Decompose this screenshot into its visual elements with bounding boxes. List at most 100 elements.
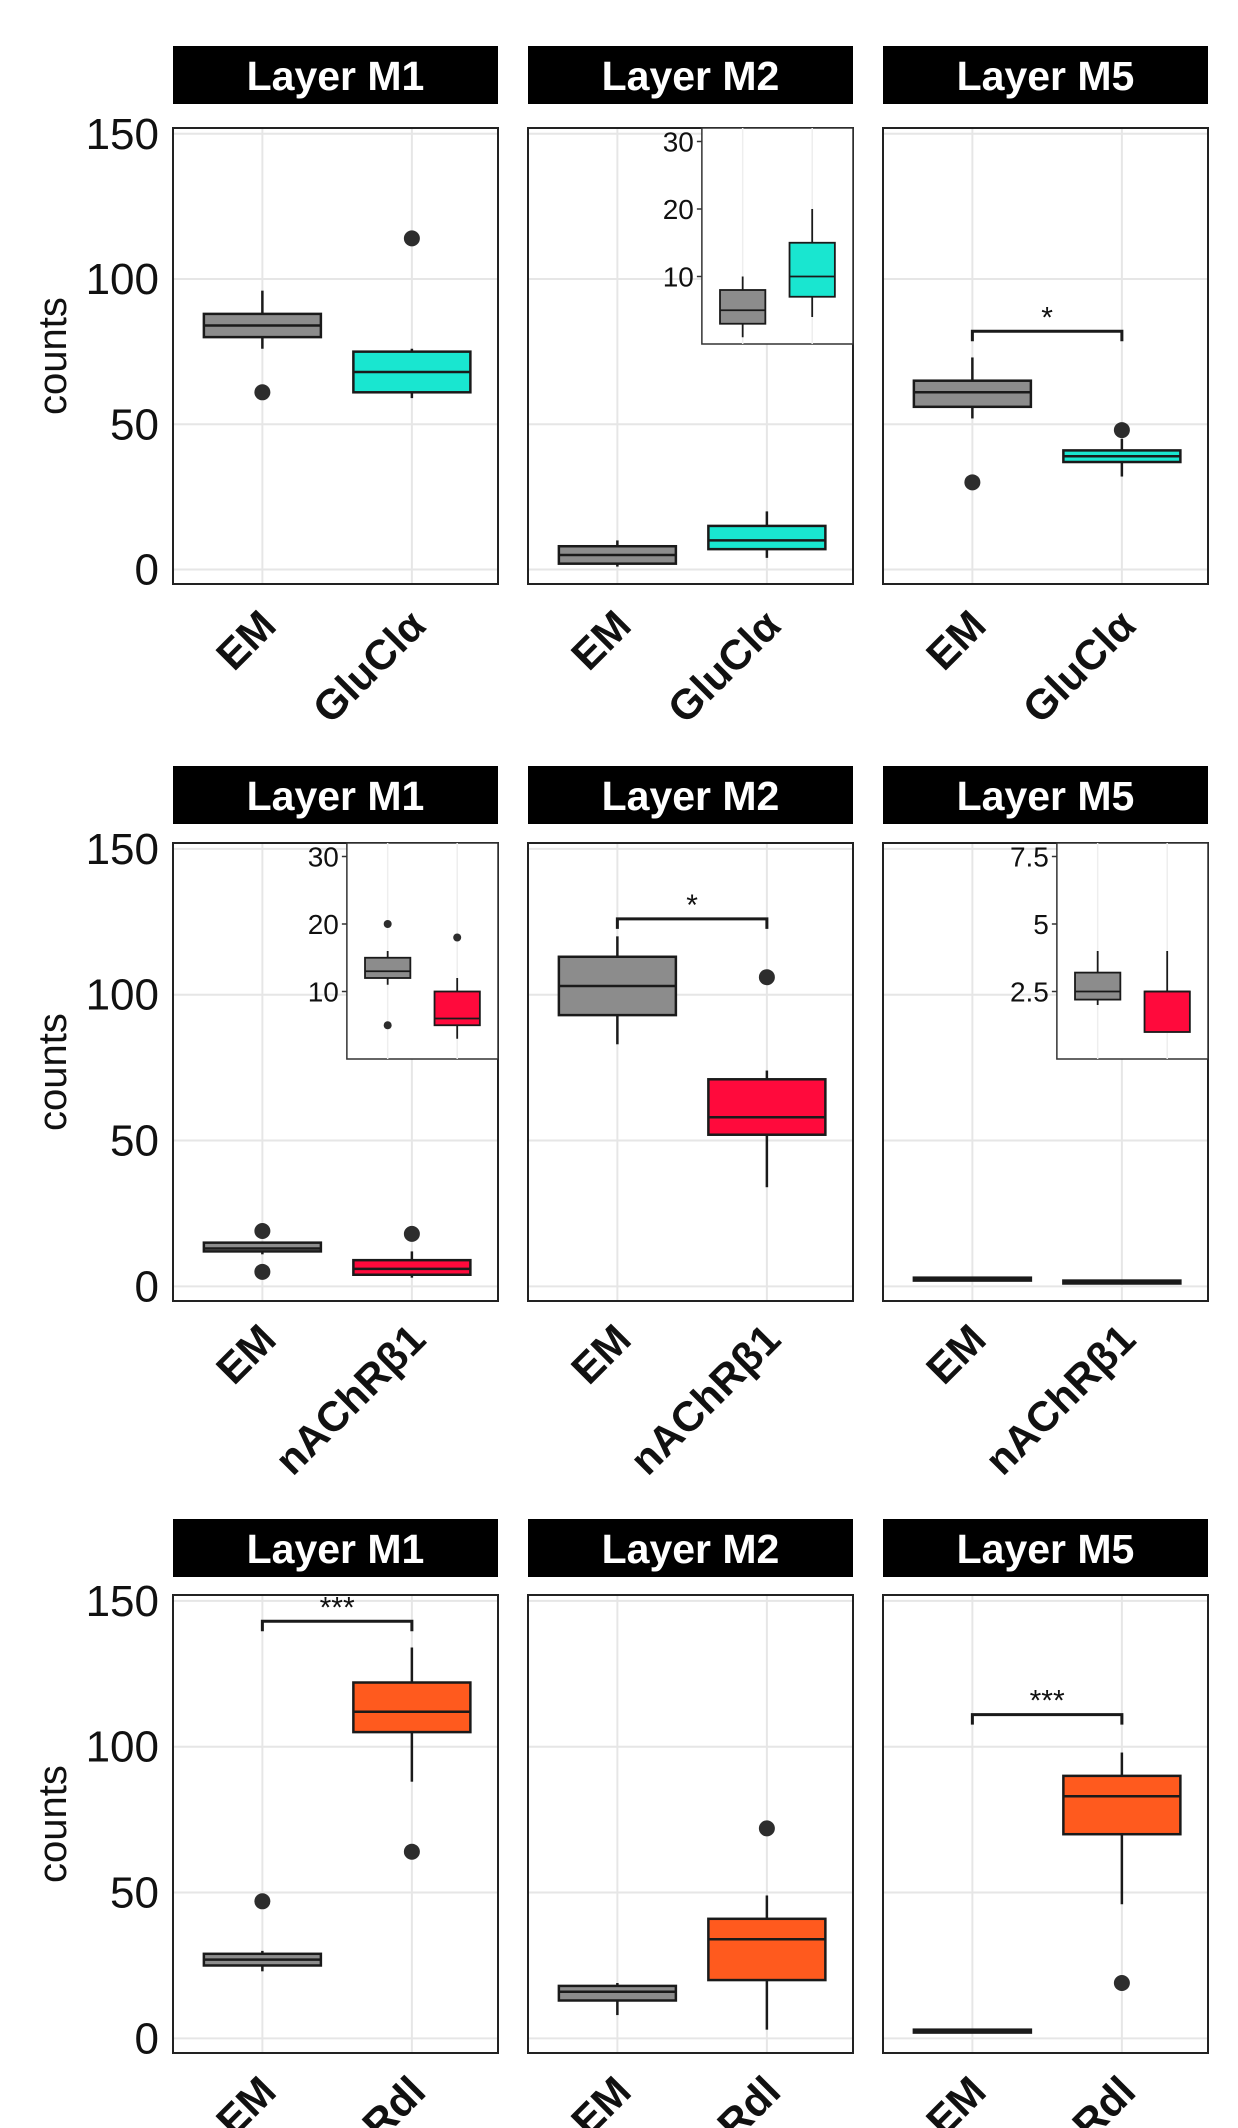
y-tick-label: 0: [135, 1262, 159, 1311]
y-tick-label: 150: [86, 110, 159, 159]
y-tick-label: 0: [135, 545, 159, 594]
y-tick-label: 150: [86, 1577, 159, 1626]
panel-frame: [527, 1594, 854, 2054]
box-2-outlier-point: [1113, 422, 1130, 439]
panel-frame: [882, 1594, 1209, 2054]
box-1-outlier-point: [964, 474, 981, 491]
inset-box-2-box: [433, 990, 481, 1027]
significance-marker: *: [1041, 301, 1053, 334]
x-category-label: GluClα: [1014, 601, 1145, 732]
panel-title: Layer M5: [957, 53, 1135, 99]
panel-3-2: Layer M2 EM Rdl: [527, 1519, 854, 2128]
panel-title: Layer M1: [247, 773, 425, 819]
panel-strip: [173, 766, 498, 824]
box-1-outlier-point: [254, 384, 271, 401]
x-category-label: EM: [917, 601, 995, 679]
inset-box-1-outlier-point: [383, 920, 392, 928]
x-category-label: EM: [207, 601, 285, 679]
panel-frame: [882, 127, 1209, 585]
box-2-box: [707, 1917, 827, 1982]
panel-frame: [172, 842, 499, 1302]
panel-3-3: Layer M5 *** EM Rdl: [882, 1519, 1209, 2128]
box-2-outlier-point: [1113, 1974, 1130, 1991]
box-2-box: [352, 1258, 472, 1276]
panel-strip: [883, 766, 1208, 824]
significance-bracket: [615, 917, 769, 929]
x-category-label: GluClα: [304, 601, 435, 732]
box-2-box: [1062, 1774, 1182, 1836]
inset-box-1-box: [364, 956, 412, 979]
significance-bracket: [260, 1619, 414, 1632]
significance-marker: ***: [320, 1591, 355, 1624]
box-2-outlier-point: [403, 1225, 420, 1242]
significance-bracket: [970, 329, 1124, 342]
box-2-box: [707, 1078, 827, 1136]
y-axis-label: counts: [31, 1765, 75, 1883]
y-tick-label: 50: [110, 1869, 159, 1918]
y-tick-label: 50: [110, 400, 159, 449]
box-1-box: [557, 1984, 678, 2002]
box-2-outlier-point: [758, 969, 775, 986]
x-category-label: nAChRβ1: [621, 1315, 790, 1484]
x-category-label: EM: [562, 601, 640, 679]
box-1-box: [202, 1241, 323, 1253]
inset-tick-label: 2.5: [1010, 977, 1049, 1008]
box-2-outlier-point: [403, 1843, 420, 1860]
panel-title: Layer M5: [957, 773, 1135, 819]
y-tick-label: 50: [110, 1117, 159, 1166]
panel-frame: [527, 842, 854, 1302]
inset-box-2-outlier-point: [453, 933, 462, 942]
panel-strip: [528, 46, 853, 104]
panel-strip: [173, 46, 498, 104]
panel-1-2: Layer M2 10 20 30 EM GluClα: [527, 46, 854, 732]
inset-box-1-outlier-point: [383, 1021, 392, 1030]
x-category-label: GluClα: [659, 601, 790, 732]
inset-plot: 10 20 30: [308, 842, 499, 1060]
panel-title: Layer M1: [247, 1526, 425, 1572]
x-category-label: EM: [917, 1315, 995, 1393]
panel-strip: [528, 1519, 853, 1577]
significance-marker: *: [686, 889, 698, 922]
box-1-outlier-point: [254, 1263, 271, 1280]
inset-box-2-box: [1143, 990, 1191, 1033]
x-category-label: EM: [562, 1315, 640, 1393]
panel-title: Layer M1: [247, 53, 425, 99]
inset-tick-label: 20: [308, 909, 339, 940]
y-axis-label: counts: [31, 1013, 75, 1131]
panel-3-1: Layer M1 150 100 50 0 counts *** EM Rdl: [31, 1519, 499, 2128]
inset-tick-label: 7.5: [1010, 842, 1049, 873]
y-tick-label: 100: [86, 1723, 159, 1772]
box-1-outlier-point: [254, 1893, 271, 1910]
panel-title: Layer M5: [957, 1526, 1135, 1572]
panel-1-3: Layer M5 * EM GluClα: [882, 46, 1209, 732]
inset-box-1-box: [719, 289, 767, 325]
y-tick-label: 150: [86, 825, 159, 874]
x-category-label: Rdl: [353, 2067, 434, 2128]
panel-strip: [528, 766, 853, 824]
x-category-label: EM: [917, 2067, 995, 2128]
inset-box-2-box: [788, 241, 836, 298]
inset-tick-label: 10: [308, 977, 339, 1008]
box-1-box: [912, 379, 1033, 409]
inset-plot: 10 20 30: [663, 127, 854, 345]
x-category-label: Rdl: [708, 2067, 789, 2128]
y-axis-label: counts: [31, 297, 75, 415]
x-category-label: Rdl: [1063, 2067, 1144, 2128]
significance-marker: ***: [1030, 1685, 1065, 1718]
x-category-label: nAChRβ1: [266, 1315, 435, 1484]
inset-box-1-box: [1074, 971, 1122, 1001]
inset-tick-label: 20: [663, 194, 694, 225]
y-tick-label: 100: [86, 255, 159, 304]
y-tick-label: 0: [135, 2014, 159, 2063]
panel-1-1: Layer M1 150 100 50 0 counts EM GluClα: [31, 46, 499, 732]
panel-strip: [883, 46, 1208, 104]
x-category-label: EM: [207, 1315, 285, 1393]
panel-title: Layer M2: [602, 773, 780, 819]
inset-tick-label: 5: [1033, 909, 1049, 940]
inset-tick-label: 10: [663, 262, 694, 293]
inset-tick-label: 30: [308, 842, 339, 873]
